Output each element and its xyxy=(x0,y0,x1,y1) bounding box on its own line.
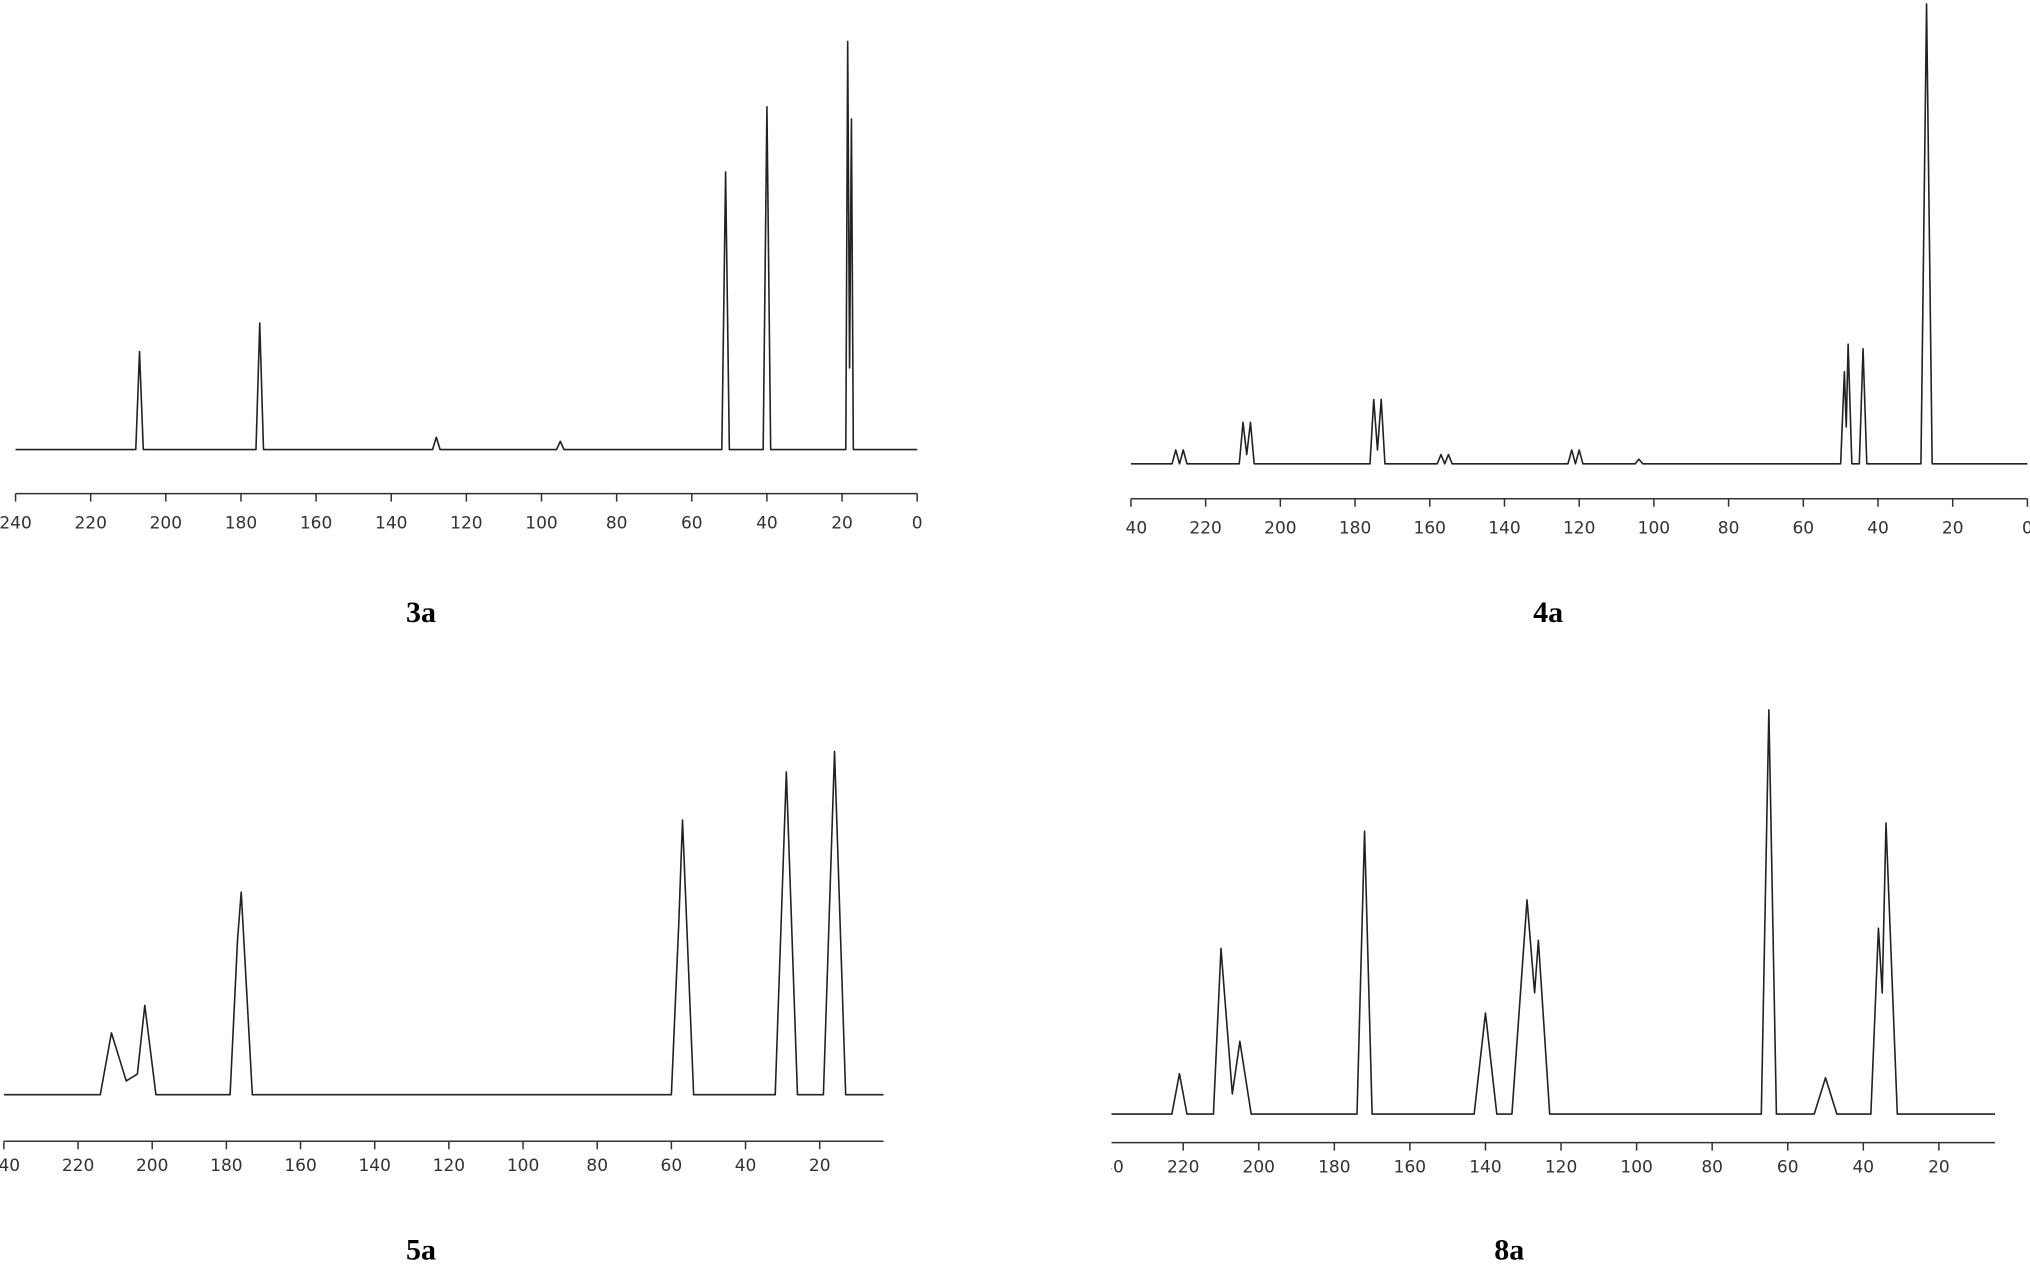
x-tick-label: 60 xyxy=(1792,519,1814,539)
x-tick-label: 180 xyxy=(1339,519,1371,539)
spectrum-line xyxy=(3,750,884,1096)
x-tick-label: 160 xyxy=(300,513,332,533)
x-tick-label: 40 xyxy=(756,513,778,533)
x-tick-label: 200 xyxy=(150,513,182,533)
x-tick-label: 80 xyxy=(606,513,628,533)
x-tick-label: 140 xyxy=(1469,1157,1501,1177)
panel: 240 220 200 180 160 140 120 100 80 60 40 20 0 xyxy=(0,40,923,533)
x-tick-label: 80 xyxy=(1718,519,1740,539)
panel: 240 220 200 180 160 140 120 100 80 60 40 20 ppm xyxy=(0,750,928,1176)
x-tick-label: 200 xyxy=(136,1156,168,1176)
x-axis-label: ppm xyxy=(890,1156,928,1176)
x-tick-label: 20 xyxy=(1942,519,1964,539)
x-tick-label: 180 xyxy=(225,513,257,533)
x-tick-label: 20 xyxy=(809,1156,831,1176)
x-tick-label: 220 xyxy=(62,1156,94,1176)
chart-title: 4a xyxy=(1533,596,1563,629)
x-tick-label: 240 xyxy=(0,513,32,533)
x-tick-label: 220 xyxy=(1189,519,1221,539)
x-tick-label: 240 xyxy=(0,1156,20,1176)
x-tick-label: 180 xyxy=(1318,1157,1350,1177)
x-tick-label: 140 xyxy=(358,1156,390,1176)
x-tick-label: 60 xyxy=(1777,1157,1799,1177)
x-tick-label: 120 xyxy=(1545,1157,1577,1177)
x-tick-label: 0 xyxy=(2009,1157,2020,1177)
x-tick-label: 40 xyxy=(1867,519,1889,539)
x-tick-label: 240 xyxy=(1091,1157,1123,1177)
x-tick-label: 0 xyxy=(2022,519,2030,539)
spectrum-line xyxy=(1111,709,1996,1115)
x-tick-label: 100 xyxy=(1620,1157,1652,1177)
x-tick-label: 20 xyxy=(831,513,853,533)
x-tick-label: 80 xyxy=(1701,1157,1723,1177)
x-tick-label: 240 xyxy=(1115,519,1147,539)
x-tick-label: 120 xyxy=(1563,519,1595,539)
panel: 240 220 200 180 160 140 120 100 80 60 40 20 0 xyxy=(1115,3,2030,539)
x-tick-label: 220 xyxy=(1167,1157,1199,1177)
x-tick-label: 200 xyxy=(1243,1157,1275,1177)
x-tick-label: 140 xyxy=(1488,519,1520,539)
x-tick-label: 100 xyxy=(525,513,557,533)
x-tick-label: 140 xyxy=(375,513,407,533)
chart-title: 8a xyxy=(1494,1234,1524,1267)
x-tick-label: 100 xyxy=(507,1156,539,1176)
x-tick-label: 160 xyxy=(1394,1157,1426,1177)
chart-title: 3a xyxy=(406,596,436,629)
x-tick-label: 180 xyxy=(210,1156,242,1176)
x-tick-label: 200 xyxy=(1264,519,1296,539)
x-tick-label: 220 xyxy=(74,513,106,533)
x-tick-label: 160 xyxy=(284,1156,316,1176)
x-tick-label: 120 xyxy=(450,513,482,533)
spectrum-line xyxy=(1130,3,2028,465)
x-tick-label: 100 xyxy=(1638,519,1670,539)
x-tick-label: 40 xyxy=(1852,1157,1874,1177)
x-tick-label: 120 xyxy=(433,1156,465,1176)
chart-title: 5a xyxy=(406,1234,436,1267)
x-tick-label: 160 xyxy=(1414,519,1446,539)
panel: 240 220 200 180 160 140 120 100 80 60 40 20 0 xyxy=(1091,709,2020,1177)
x-tick-label: 60 xyxy=(681,513,703,533)
x-tick-label: 20 xyxy=(1928,1157,1950,1177)
x-tick-label: 80 xyxy=(586,1156,608,1176)
x-tick-label: 0 xyxy=(912,513,923,533)
x-tick-label: 60 xyxy=(661,1156,683,1176)
x-tick-label: 40 xyxy=(735,1156,757,1176)
spectrum-line xyxy=(15,40,918,451)
